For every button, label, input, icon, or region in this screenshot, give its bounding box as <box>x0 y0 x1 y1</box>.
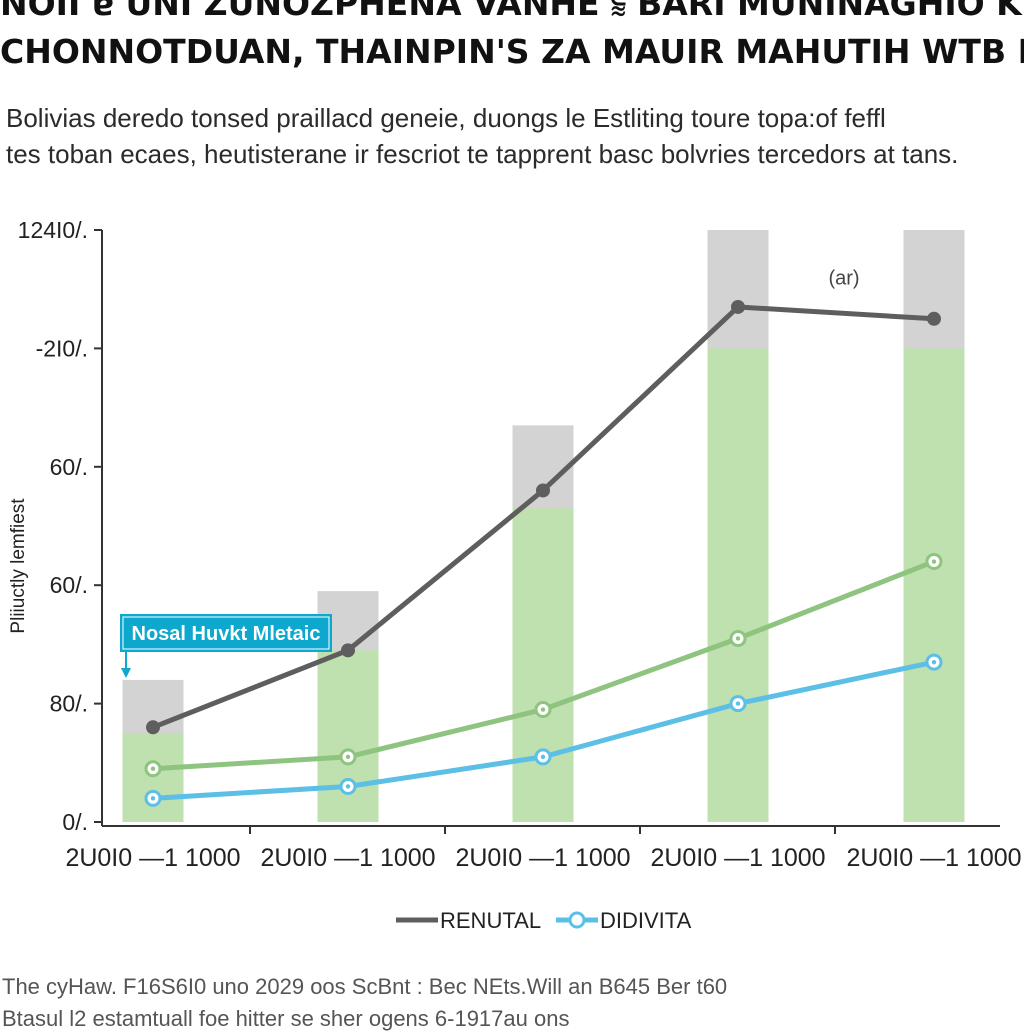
series-point <box>341 643 355 658</box>
series-point-dot <box>150 766 156 771</box>
bar-segment <box>122 733 184 822</box>
series-point <box>927 311 941 326</box>
series-point <box>146 720 160 735</box>
x-tick-label: 2U0I0 —1 1000 <box>650 844 825 872</box>
y-tick-label: 0/. <box>62 809 88 835</box>
x-tick-label: 2U0I0 —1 1000 <box>846 844 1021 872</box>
legend-marker <box>568 911 586 929</box>
legend-label: DIDIVITA <box>600 908 692 933</box>
series-point-dot <box>931 659 937 665</box>
series-point <box>731 299 745 314</box>
chart-title-line-1: NOII ɐ UNI ZUNOZPHENA VANHE ⫉ BARI MUNIN… <box>0 0 1024 22</box>
y-tick-label: 80/. <box>50 691 88 717</box>
chart-title-line-2: CHONNOTDUAN, THAINPIN'S ZA MAUIR MAHUTIH… <box>0 34 1024 70</box>
series-point <box>536 483 550 498</box>
y-tick-label: 60/. <box>50 572 88 598</box>
bar-segment <box>903 348 965 822</box>
x-tick-label: 2U0I0 —1 1000 <box>260 844 435 872</box>
chart-subtitle-line-1: Bolivias deredo tonsed praillacd geneie,… <box>6 103 886 133</box>
y-tick-label: 60/. <box>50 454 88 480</box>
series-point-dot <box>345 754 351 760</box>
x-tick-label: 2U0I0 —1 1000 <box>455 844 630 872</box>
bar-segment <box>707 348 769 822</box>
x-tick-label: 2U0I0 —1 1000 <box>65 844 240 872</box>
series-point-dot <box>540 754 546 760</box>
series-point-dot <box>150 796 156 801</box>
footnote-line-1: The cyHaw. F16S6I0 uno 2029 oos ScBnt : … <box>2 974 728 999</box>
series-point-dot <box>931 559 937 564</box>
y-tick-label: 124I0/. <box>18 217 88 243</box>
footnote-line-2: Btasul l2 estamtuall foe hitter se sher … <box>2 1006 570 1031</box>
series-point-dot <box>540 707 546 712</box>
series-point-dot <box>735 701 741 706</box>
annotation-label: (ar) <box>828 267 859 289</box>
y-axis-label: Pliiuctly lemfiest <box>8 498 29 634</box>
series-point-dot <box>735 636 741 641</box>
bar-segment <box>317 650 379 822</box>
callout-inner-border <box>122 616 330 650</box>
callout-pointer <box>121 668 131 678</box>
legend-label: RENUTAL <box>440 908 541 933</box>
series-point-dot <box>345 784 351 789</box>
bar-segment <box>512 508 574 822</box>
callout-label: Nosal Huvkt Mletaic <box>132 623 321 645</box>
chart-plot: 0/. 80/. 60/. 60/. -2I0/. 124I0/. 2U0I0 —1 100… <box>8 217 1022 933</box>
chart-subtitle-line-2: tes toban ecaes, heutisterane ir fescrio… <box>6 139 959 169</box>
callout-box <box>120 614 332 652</box>
y-tick-label: -2I0/. <box>36 335 88 361</box>
